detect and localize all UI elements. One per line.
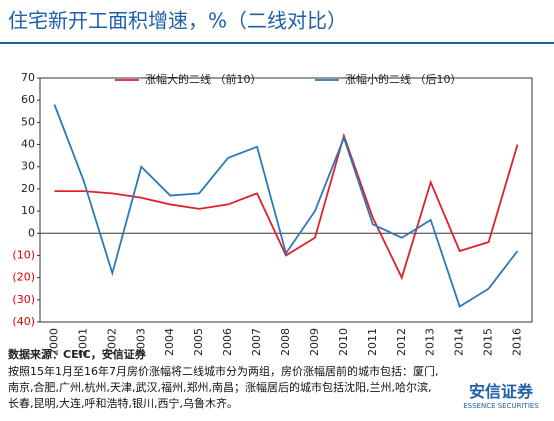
logo-name: 安信证券 xyxy=(468,382,533,401)
series-line xyxy=(53,104,519,308)
x-tick-label: 2004 xyxy=(163,328,176,356)
y-tick-label: 20 xyxy=(21,182,35,195)
y-tick-label: (40) xyxy=(12,315,35,328)
legend-label: 涨幅小的二线 （后10） xyxy=(345,72,462,86)
y-tick-label: 40 xyxy=(21,138,35,151)
y-tick-label: 50 xyxy=(21,115,35,128)
y-tick-label: 70 xyxy=(21,71,35,84)
x-tick-label: 2014 xyxy=(453,328,466,356)
logo: 安信证券 ESSENCE SECURITIES xyxy=(452,378,550,410)
y-tick-label: (20) xyxy=(12,271,35,284)
y-tick-label: 60 xyxy=(21,93,35,106)
x-tick-label: 2016 xyxy=(511,328,524,356)
x-tick-label: 2001 xyxy=(76,328,89,356)
x-tick-label: 2000 xyxy=(47,328,60,356)
x-tick-label: 2013 xyxy=(424,328,437,356)
note: 按照15年1月至16年7月房价涨幅将二线城市分为两组，房价涨幅居前的城市包括：厦… xyxy=(8,365,439,410)
x-tick-label: 2006 xyxy=(221,328,234,356)
x-tick-label: 2012 xyxy=(395,328,408,356)
plot-frame xyxy=(39,77,533,323)
y-tick-label: 30 xyxy=(21,160,35,173)
logo-subtitle: ESSENCE SECURITIES xyxy=(463,402,539,410)
x-tick-label: 2007 xyxy=(250,328,263,356)
y-tick-label: 0 xyxy=(28,226,35,239)
x-tick-label: 2011 xyxy=(366,328,379,356)
x-tick-label: 2003 xyxy=(134,328,147,356)
x-tick-label: 2005 xyxy=(192,328,205,356)
x-tick-label: 2002 xyxy=(105,328,118,356)
x-tick-label: 2015 xyxy=(482,328,495,356)
source: 数据来源：CEIC，安信证券 xyxy=(8,347,147,361)
y-tick-label: (30) xyxy=(12,293,35,306)
chart-title: 住宅新开工面积增速，%（二线对比） xyxy=(8,9,347,33)
legend-label: 涨幅大的二线 （前10） xyxy=(145,72,262,86)
y-tick-label: (10) xyxy=(12,248,35,261)
x-tick-label: 2009 xyxy=(308,328,321,356)
y-tick-label: 10 xyxy=(21,204,35,217)
series-line xyxy=(54,132,519,281)
x-tick-label: 2010 xyxy=(337,328,350,356)
x-tick-label: 2008 xyxy=(279,328,292,356)
